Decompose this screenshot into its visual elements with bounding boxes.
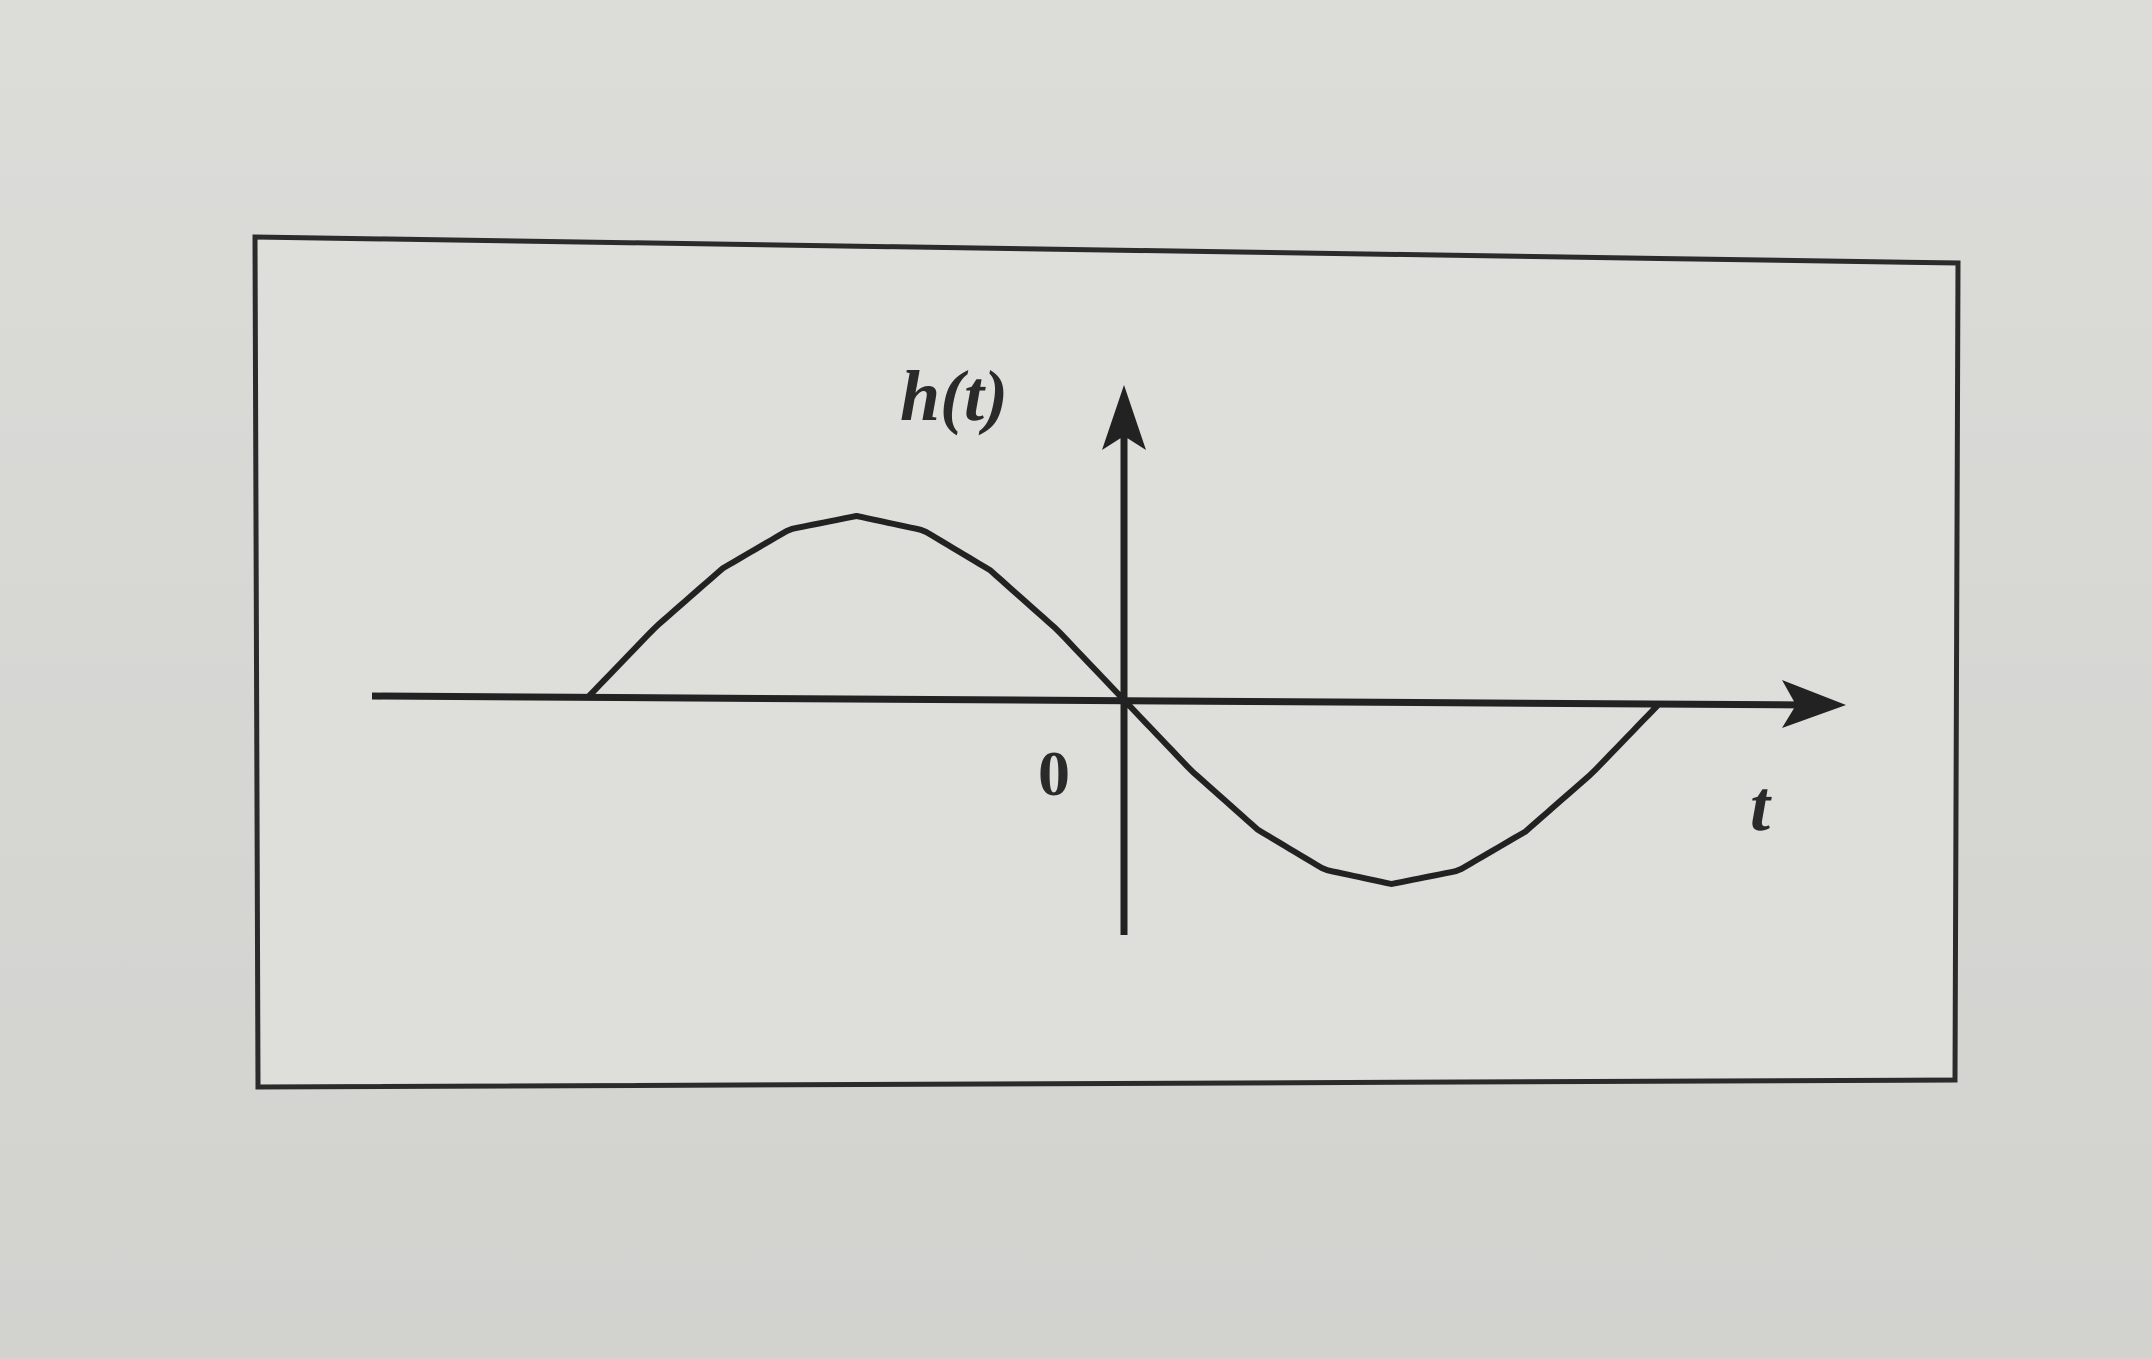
x-axis-label: t — [1750, 766, 1772, 846]
h-curve — [586, 513, 1662, 887]
h-axis-arrowhead — [1102, 385, 1146, 450]
t-axis-arrowhead — [1782, 680, 1846, 728]
y-axis-label: h(t) — [900, 356, 1008, 436]
t-axis-line — [371, 692, 1811, 709]
figure-frame — [252, 234, 1961, 1090]
h-axis — [1102, 385, 1146, 935]
t-axis — [371, 680, 1846, 728]
origin-tick-label: 0 — [1038, 738, 1070, 809]
